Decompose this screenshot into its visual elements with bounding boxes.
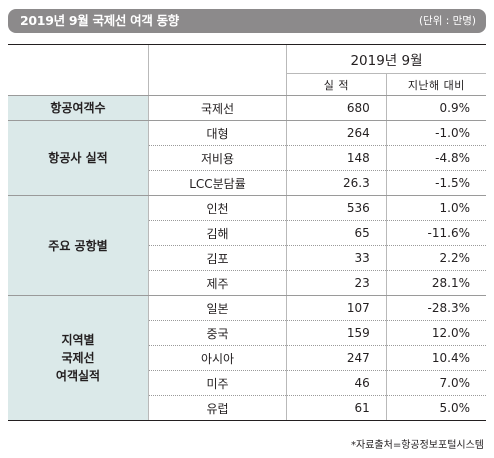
table-row: LCC분담률 26.3 -1.5% xyxy=(8,170,486,196)
table-row: 지역별 국제선 여객실적 일본 107 -28.3% xyxy=(8,295,486,421)
table-row: 항공여객수 국제선 680 0.9% xyxy=(8,95,486,121)
row-yoy: 10.4% xyxy=(385,345,486,371)
row-value: 65 xyxy=(286,220,387,246)
table-row: 유럽 61 5.0% xyxy=(8,395,486,421)
section-label: 지역별 국제선 여객실적 xyxy=(8,295,149,421)
row-name: LCC분담률 xyxy=(148,170,287,196)
row-name: 국제선 xyxy=(148,95,287,121)
table-row: 김포 33 2.2% xyxy=(8,245,486,271)
passenger-table: 2019년 9월 실 적 지난해 대비 항공여객수 국제선 680 0.9% 항공사 실… xyxy=(8,44,486,421)
row-value: 159 xyxy=(286,320,387,346)
header-period: 2019년 9월 xyxy=(286,44,486,74)
header-yoy: 지난해 대비 xyxy=(385,73,486,96)
row-name: 유럽 xyxy=(148,395,287,421)
header-corner xyxy=(8,44,149,96)
header-row-period: 2019년 9월 xyxy=(8,44,486,96)
section-label: 주요 공항별 xyxy=(8,195,149,296)
row-value: 148 xyxy=(286,145,387,171)
row-value: 247 xyxy=(286,345,387,371)
row-yoy: 2.2% xyxy=(385,245,486,271)
table-row: 아시아 247 10.4% xyxy=(8,345,486,371)
row-value: 33 xyxy=(286,245,387,271)
table-row: 미주 46 7.0% xyxy=(8,370,486,396)
table-row: 주요 공항별 인천 536 1.0% xyxy=(8,195,486,296)
row-yoy: 28.1% xyxy=(385,270,486,296)
row-name: 김해 xyxy=(148,220,287,246)
row-value: 264 xyxy=(286,120,387,146)
row-yoy: -4.8% xyxy=(385,145,486,171)
source-note: *자료출처=항공정보포털시스템 xyxy=(351,440,484,451)
row-value: 107 xyxy=(286,295,387,321)
row-yoy: 0.9% xyxy=(385,95,486,121)
section-label: 항공여객수 xyxy=(8,95,149,121)
row-value: 23 xyxy=(286,270,387,296)
row-value: 536 xyxy=(286,195,387,221)
row-name: 인천 xyxy=(148,195,287,221)
row-value: 46 xyxy=(286,370,387,396)
unit-label: (단위 : 만명) xyxy=(418,15,476,27)
row-value: 61 xyxy=(286,395,387,421)
row-name: 아시아 xyxy=(148,345,287,371)
row-yoy: 12.0% xyxy=(385,320,486,346)
row-yoy: 7.0% xyxy=(385,370,486,396)
row-name: 저비용 xyxy=(148,145,287,171)
table-row: 저비용 148 -4.8% xyxy=(8,145,486,171)
table-row: 중국 159 12.0% xyxy=(8,320,486,346)
row-yoy: -28.3% xyxy=(385,295,486,321)
table-row: 제주 23 28.1% xyxy=(8,270,486,296)
row-name: 대형 xyxy=(148,120,287,146)
header-blank xyxy=(148,44,287,96)
table-row: 항공사 실적 대형 264 -1.0% xyxy=(8,120,486,196)
header-value: 실 적 xyxy=(286,73,387,96)
row-name: 제주 xyxy=(148,270,287,296)
section-label: 항공사 실적 xyxy=(8,120,149,196)
row-value: 680 xyxy=(286,95,387,121)
table-row: 김해 65 -11.6% xyxy=(8,220,486,246)
title-bar: 2019년 9월 국제선 여객 동향 (단위 : 만명) xyxy=(8,9,486,33)
row-name: 중국 xyxy=(148,320,287,346)
row-yoy: -11.6% xyxy=(385,220,486,246)
row-name: 일본 xyxy=(148,295,287,321)
row-name: 미주 xyxy=(148,370,287,396)
row-yoy: 1.0% xyxy=(385,195,486,221)
row-yoy: -1.0% xyxy=(385,120,486,146)
table-title: 2019년 9월 국제선 여객 동향 xyxy=(20,13,179,28)
row-yoy: -1.5% xyxy=(385,170,486,196)
row-name: 김포 xyxy=(148,245,287,271)
row-yoy: 5.0% xyxy=(385,395,486,421)
header-row-columns: 실 적 지난해 대비 xyxy=(8,73,486,96)
row-value: 26.3 xyxy=(286,170,387,196)
